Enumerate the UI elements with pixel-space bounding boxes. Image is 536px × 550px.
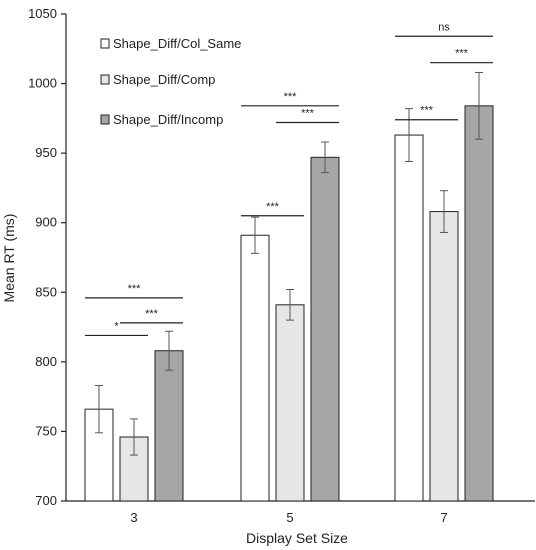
y-tick-label: 850 (35, 284, 57, 299)
significance-label: *** (284, 91, 298, 103)
bar (394, 134, 424, 502)
significance-label: *** (145, 308, 159, 320)
y-tick-label: 1000 (28, 76, 57, 91)
bar (310, 156, 340, 502)
y-tick-label: 800 (35, 354, 57, 369)
x-tick-label: 7 (440, 510, 447, 525)
legend-swatch (100, 74, 110, 85)
significance-label: *** (420, 105, 434, 117)
x-axis-title: Display Set Size (246, 530, 348, 546)
significance-label: *** (266, 201, 280, 213)
y-tick-label: 950 (35, 145, 57, 160)
bar (464, 105, 494, 502)
bar (275, 304, 305, 502)
x-tick-label: 3 (130, 510, 137, 525)
significance-label: ns (438, 21, 450, 33)
legend-swatch (100, 114, 110, 125)
y-tick-label: 1050 (28, 6, 57, 21)
legend-swatch (100, 38, 110, 49)
y-axis-title: Mean RT (ms) (1, 214, 17, 303)
x-tick-label: 5 (286, 510, 293, 525)
legend-label: Shape_Diff/Comp (113, 72, 215, 87)
legend-label: Shape_Diff/Col_Same (113, 36, 241, 51)
bar (429, 211, 459, 502)
legend: Shape_Diff/Col_Same Shape_Diff/Comp Shape_… (100, 36, 241, 127)
bar (240, 234, 270, 502)
significance-label: * (114, 320, 119, 332)
legend-label: Shape_Diff/Incomp (113, 112, 223, 127)
y-tick-label: 700 (35, 493, 57, 508)
y-tick-label: 900 (35, 215, 57, 230)
significance-label: *** (128, 283, 142, 295)
significance-label: *** (455, 48, 469, 60)
bar (154, 350, 184, 502)
y-tick-label: 750 (35, 423, 57, 438)
significance-label: *** (301, 108, 315, 120)
